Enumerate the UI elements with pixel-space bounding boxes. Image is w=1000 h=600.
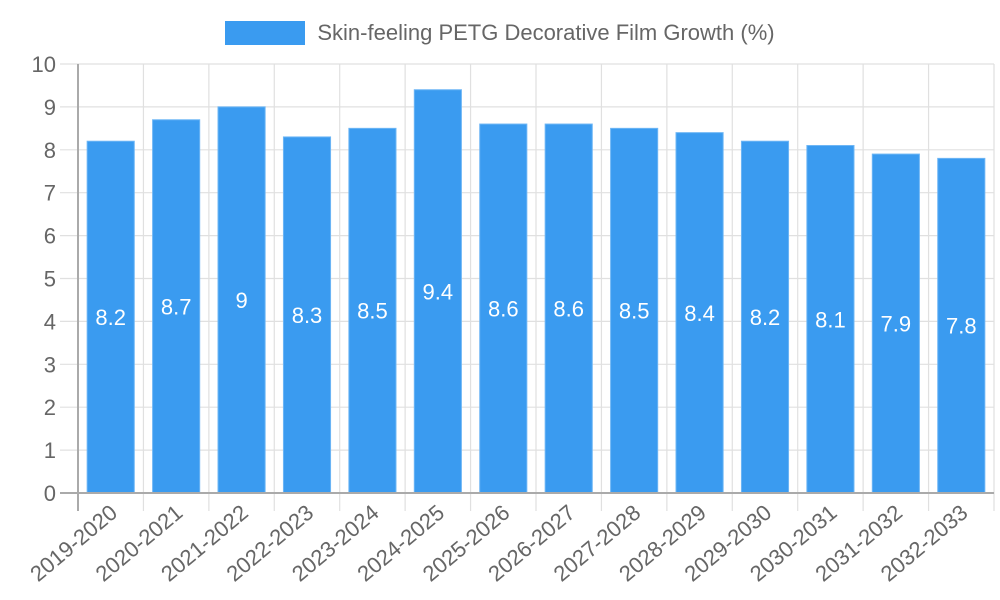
legend-label: Skin-feeling PETG Decorative Film Growth… (317, 20, 775, 45)
bar[interactable] (806, 145, 855, 494)
data-label: 8.3 (292, 303, 323, 328)
y-tick-label: 7 (44, 181, 56, 206)
y-tick-label: 5 (44, 267, 56, 292)
bar[interactable] (937, 157, 986, 494)
data-label: 7.8 (946, 314, 977, 339)
data-label: 8.1 (815, 307, 846, 332)
data-label: 8.5 (619, 299, 650, 324)
bar[interactable] (348, 127, 397, 494)
data-label: 8.7 (161, 294, 192, 319)
data-label: 9 (235, 288, 247, 313)
bar[interactable] (152, 119, 201, 494)
bar[interactable] (479, 123, 528, 494)
bar[interactable] (610, 127, 659, 494)
bar[interactable] (282, 136, 332, 494)
bar[interactable] (871, 153, 920, 494)
y-tick-label: 6 (44, 224, 56, 249)
bar[interactable] (544, 123, 593, 494)
y-tick-label: 3 (44, 352, 56, 377)
data-label: 8.2 (750, 305, 781, 330)
bar[interactable] (740, 140, 790, 494)
data-label: 8.6 (553, 297, 584, 322)
data-labels: 8.2 8.7 9 8.3 8.5 9.4 8.6 8.6 8.5 8.4 8.2 8.1 7.9 7.8 (95, 279, 976, 338)
data-label: 8.5 (357, 299, 388, 324)
y-tick-label: 1 (44, 438, 56, 463)
data-label: 7.9 (881, 312, 912, 337)
y-tick-label: 10 (32, 52, 56, 77)
bar[interactable] (675, 132, 724, 494)
y-tick-label: 0 (44, 481, 56, 506)
y-tick-label: 2 (44, 395, 56, 420)
x-axis-labels: 2019-20202020-20212021-20222022-20232023… (25, 500, 972, 587)
bar[interactable] (86, 140, 135, 494)
y-tick-label: 4 (44, 309, 56, 334)
y-axis-labels: 0 1 2 3 4 5 6 7 8 9 10 (32, 52, 56, 506)
bar[interactable] (413, 89, 462, 494)
y-tick-label: 8 (44, 138, 56, 163)
bars (86, 89, 986, 494)
data-label: 8.2 (95, 305, 126, 330)
y-tick-label: 9 (44, 95, 56, 120)
data-label: 8.6 (488, 297, 519, 322)
chart-legend[interactable]: Skin-feeling PETG Decorative Film Growth… (0, 18, 1000, 48)
data-label: 8.4 (684, 301, 715, 326)
data-label: 9.4 (423, 279, 454, 304)
legend-swatch (225, 21, 306, 45)
